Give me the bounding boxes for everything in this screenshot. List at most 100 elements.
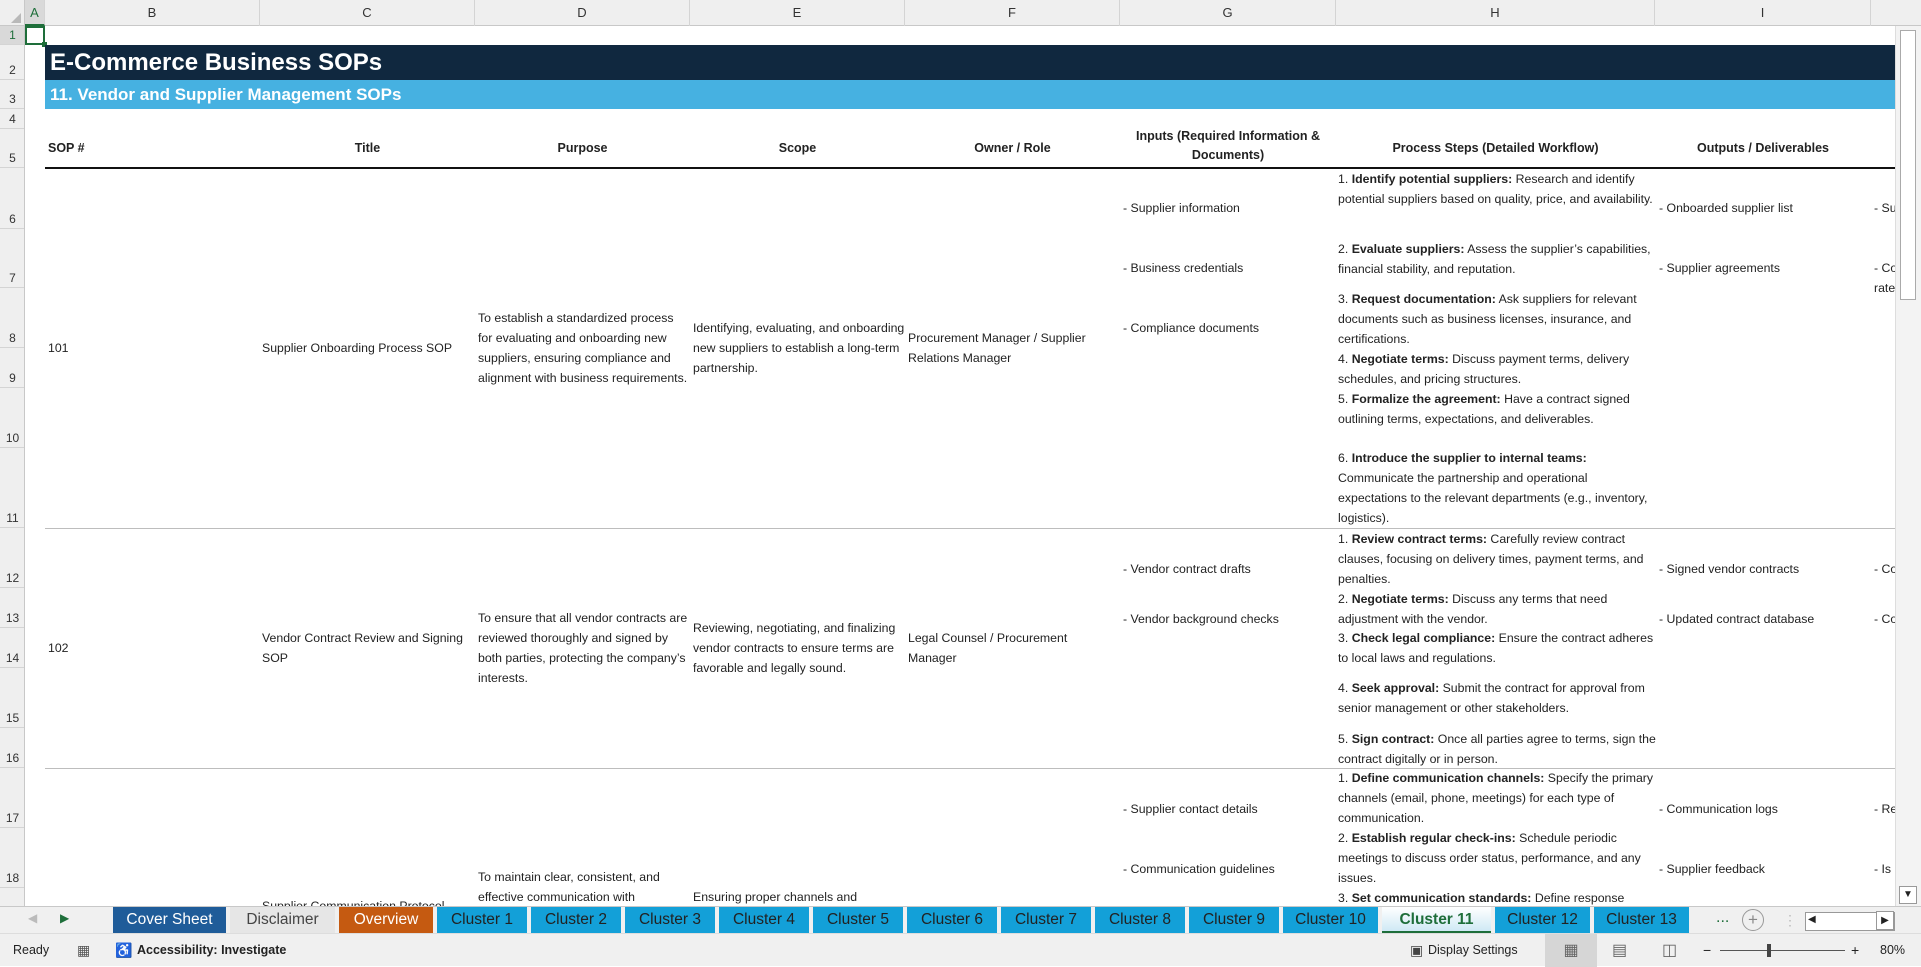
display-settings-button[interactable]: Display Settings — [1428, 943, 1518, 957]
row-header-16[interactable]: 16 — [0, 728, 24, 768]
add-sheet-icon[interactable]: + — [1742, 909, 1764, 931]
sheet-tab-cluster-9[interactable]: Cluster 9 — [1189, 907, 1279, 933]
sop-scope: Identifying, evaluating, and onboarding … — [693, 168, 905, 528]
sheet-tab-cluster-4[interactable]: Cluster 4 — [719, 907, 809, 933]
zoom-out-button[interactable]: − — [1703, 942, 1712, 958]
step-text: Schedule periodic meetings to discuss or… — [1338, 831, 1641, 885]
scroll-right-icon[interactable]: ▶ — [1876, 911, 1894, 930]
column-header-g[interactable]: G — [1120, 0, 1336, 26]
row-header-3[interactable]: 3 — [0, 80, 24, 109]
row-header-7[interactable]: 7 — [0, 229, 24, 288]
row-header-1[interactable]: 1 — [0, 26, 24, 45]
step-heading: Request documentation: — [1351, 292, 1496, 306]
scroll-down-arrow-icon[interactable]: ▼ — [1899, 886, 1917, 904]
step-text: Have a contract signed outlining terms, … — [1338, 392, 1630, 426]
column-header-c[interactable]: C — [260, 0, 475, 26]
column-header-a[interactable]: A — [25, 0, 45, 26]
sop-input: - Business credentials — [1123, 261, 1244, 275]
row-header-17[interactable]: 17 — [0, 768, 24, 828]
selected-cell-a1[interactable] — [25, 26, 47, 47]
sop-output: - Supplier feedback — [1659, 862, 1765, 876]
step-number: 3. — [1338, 631, 1352, 645]
sheet-tab-cluster-7[interactable]: Cluster 7 — [1001, 907, 1091, 933]
row-header-13[interactable]: 13 — [0, 588, 24, 628]
scroll-left-icon[interactable]: ◀ — [1808, 914, 1816, 925]
page-layout-view-icon[interactable]: ▤ — [1612, 942, 1628, 959]
sop-input: - Compliance documents — [1123, 321, 1260, 335]
normal-view-icon[interactable]: ▦ — [1545, 934, 1597, 967]
worksheet-grid[interactable]: E-Commerce Business SOPs 11. Vendor and … — [25, 26, 1895, 906]
display-settings-icon[interactable]: ▣ — [1410, 942, 1424, 958]
sop-title: Vendor Contract Review and Signing SOP — [262, 631, 463, 665]
sheet-tab-cluster-11[interactable]: Cluster 11 — [1382, 907, 1491, 933]
step-text: Define response — [1531, 891, 1625, 905]
horizontal-scrollbar[interactable]: ◀ — [1805, 912, 1895, 931]
tab-splitter-handle[interactable]: ⋮ — [1783, 912, 1797, 928]
zoom-slider-thumb[interactable] — [1767, 944, 1771, 957]
sheet-title: E-Commerce Business SOPs — [45, 45, 1895, 80]
row-header-14[interactable]: 14 — [0, 628, 24, 668]
process-step: 2. Evaluate suppliers: Assess the suppli… — [1338, 239, 1656, 279]
sheet-tab-cluster-1[interactable]: Cluster 1 — [437, 907, 527, 933]
page-break-view-icon[interactable]: ◫ — [1662, 942, 1678, 959]
sheet-tab-cluster-13[interactable]: Cluster 13 — [1594, 907, 1689, 933]
row-header-6[interactable]: 6 — [0, 168, 24, 229]
row-header-10[interactable]: 10 — [0, 388, 24, 448]
process-step: 2. Negotiate terms: Discuss any terms th… — [1338, 589, 1656, 629]
next-column-fragment: - Re — [1874, 802, 1895, 816]
sop-owner-text: Legal Counsel / Procurement Manager — [908, 631, 1068, 665]
row-header-8[interactable]: 8 — [0, 288, 24, 348]
row-header-11[interactable]: 11 — [0, 448, 24, 528]
step-number: 1. — [1338, 771, 1352, 785]
zoom-level[interactable]: 80% — [1880, 943, 1906, 957]
header-inputs: Inputs (Required Information & Documents… — [1135, 128, 1321, 162]
row-header-4[interactable]: 4 — [0, 109, 24, 129]
next-column-fragment: rate — [1874, 281, 1895, 295]
sheet-tab-overview[interactable]: Overview — [339, 907, 433, 933]
sop-owner-text: Procurement Manager / Supplier Relations… — [908, 331, 1086, 365]
step-text: Communicate the partnership and operatio… — [1338, 471, 1648, 525]
step-heading: Formalize the agreement: — [1351, 392, 1501, 406]
step-number: 2. — [1338, 592, 1352, 606]
accessibility-status[interactable]: Accessibility: Investigate — [137, 943, 287, 957]
sheet-tab-cover-sheet[interactable]: Cover Sheet — [113, 907, 226, 933]
sheet-tab-disclaimer[interactable]: Disclaimer — [230, 907, 335, 933]
scroll-thumb[interactable] — [1900, 30, 1916, 300]
column-header-d[interactable]: D — [475, 0, 690, 26]
column-header-f[interactable]: F — [905, 0, 1120, 26]
process-step: 5. Formalize the agreement: Have a contr… — [1338, 389, 1656, 429]
row-header-15[interactable]: 15 — [0, 668, 24, 728]
select-all-button[interactable] — [0, 0, 25, 26]
step-number: 4. — [1338, 352, 1352, 366]
column-header-e[interactable]: E — [690, 0, 905, 26]
step-heading: Set communication standards: — [1351, 891, 1532, 905]
zoom-in-button[interactable]: + — [1851, 942, 1860, 958]
tab-scroll-right-icon[interactable]: ▶ — [60, 911, 70, 925]
sheet-tab-cluster-6[interactable]: Cluster 6 — [907, 907, 997, 933]
row-header-9[interactable]: 9 — [0, 348, 24, 388]
sheet-tab-cluster-12[interactable]: Cluster 12 — [1495, 907, 1590, 933]
step-number: 3. — [1338, 891, 1352, 905]
more-tabs[interactable]: ... — [1716, 909, 1730, 926]
next-column-fragment: - Co — [1874, 612, 1895, 626]
sheet-tab-cluster-10[interactable]: Cluster 10 — [1283, 907, 1378, 933]
sheet-tab-cluster-3[interactable]: Cluster 3 — [625, 907, 715, 933]
column-header-h[interactable]: H — [1336, 0, 1655, 26]
column-header-i[interactable]: I — [1655, 0, 1871, 26]
vertical-scrollbar[interactable]: ▼ — [1895, 26, 1921, 906]
sheet-tab-cluster-2[interactable]: Cluster 2 — [531, 907, 621, 933]
accessibility-icon[interactable]: ♿ — [115, 942, 133, 958]
process-step: 3. Set communication standards: Define r… — [1338, 888, 1656, 906]
row-header-12[interactable]: 12 — [0, 528, 24, 588]
sop-purpose: To establish a standardized process for … — [478, 168, 688, 528]
row-header-18[interactable]: 18 — [0, 828, 24, 888]
row-header-5[interactable]: 5 — [0, 129, 24, 168]
row-header-2[interactable]: 2 — [0, 45, 24, 80]
macro-recording-icon[interactable]: ▦ — [77, 942, 91, 958]
sheet-tab-cluster-8[interactable]: Cluster 8 — [1095, 907, 1185, 933]
zoom-slider[interactable] — [1720, 944, 1845, 957]
step-text: Ask suppliers for relevant documents suc… — [1338, 292, 1637, 346]
tab-scroll-left-icon[interactable]: ◀ — [28, 911, 38, 925]
sheet-tab-cluster-5[interactable]: Cluster 5 — [813, 907, 903, 933]
column-header-b[interactable]: B — [45, 0, 260, 26]
